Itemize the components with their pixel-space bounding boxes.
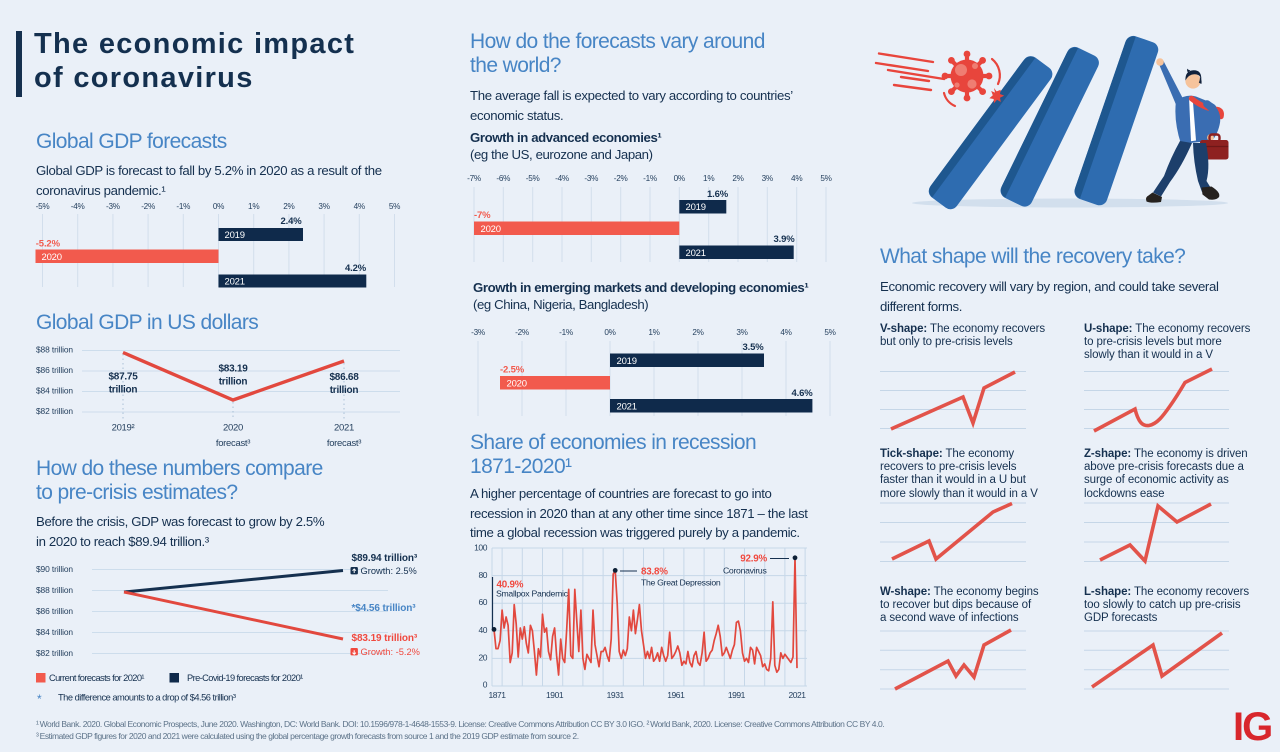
svg-text:4%: 4% xyxy=(354,202,365,211)
svg-text:1961: 1961 xyxy=(667,690,685,700)
svg-text:$84 trillion: $84 trillion xyxy=(36,627,73,637)
svg-text:-4%: -4% xyxy=(555,174,569,183)
svg-text:$82 trillion: $82 trillion xyxy=(36,648,73,658)
svg-text:-7%: -7% xyxy=(474,210,491,221)
svg-text:-5%: -5% xyxy=(526,174,540,183)
svg-text:2021: 2021 xyxy=(686,248,706,259)
svg-text:-4%: -4% xyxy=(71,202,85,211)
svg-text:-6%: -6% xyxy=(496,174,510,183)
svg-text:2021: 2021 xyxy=(334,423,354,434)
svg-text:forecast³: forecast³ xyxy=(216,438,250,449)
svg-text:100: 100 xyxy=(474,543,488,553)
svg-text:2021: 2021 xyxy=(617,401,637,412)
svg-text:4%: 4% xyxy=(791,174,802,183)
svg-text:-2%: -2% xyxy=(141,202,155,211)
svg-text:3%: 3% xyxy=(736,328,747,337)
svg-text:Growth: 2.5%: Growth: 2.5% xyxy=(361,566,417,576)
svg-text:1%: 1% xyxy=(248,202,259,211)
svg-text:Growth: -5.2%: Growth: -5.2% xyxy=(361,647,420,657)
svg-text:83.8%: 83.8% xyxy=(641,567,668,578)
svg-text:-2%: -2% xyxy=(515,328,529,337)
svg-text:forecast³: forecast³ xyxy=(327,438,361,449)
svg-text:0%: 0% xyxy=(604,328,615,337)
svg-text:Pre-Covid-19 forecasts for 202: Pre-Covid-19 forecasts for 2020¹ xyxy=(187,673,303,683)
svg-text:trillion: trillion xyxy=(109,385,138,396)
svg-text:-2%: -2% xyxy=(614,174,628,183)
svg-text:40.9%: 40.9% xyxy=(497,580,524,591)
svg-text:Current forecasts for 2020¹: Current forecasts for 2020¹ xyxy=(49,673,144,683)
svg-text:40: 40 xyxy=(478,625,487,635)
svg-text:-3%: -3% xyxy=(471,328,485,337)
svg-text:-5.2%: -5.2% xyxy=(36,238,61,249)
svg-text:-5%: -5% xyxy=(36,202,50,211)
svg-text:-7%: -7% xyxy=(467,174,481,183)
svg-text:3.9%: 3.9% xyxy=(773,234,795,245)
svg-text:1871: 1871 xyxy=(488,690,506,700)
svg-text:$83.19: $83.19 xyxy=(218,364,248,375)
svg-text:1%: 1% xyxy=(703,174,714,183)
svg-text:2021: 2021 xyxy=(788,690,806,700)
svg-text:1931: 1931 xyxy=(607,690,625,700)
svg-text:2%: 2% xyxy=(283,202,294,211)
svg-text:Coronavirus: Coronavirus xyxy=(723,566,767,576)
svg-text:$89.94 trillion³: $89.94 trillion³ xyxy=(352,553,418,564)
svg-text:2019: 2019 xyxy=(225,230,245,241)
svg-text:80: 80 xyxy=(478,570,487,580)
svg-text:1901: 1901 xyxy=(546,690,564,700)
svg-text:$86.68: $86.68 xyxy=(329,372,359,383)
svg-text:3%: 3% xyxy=(318,202,329,211)
svg-text:$87.75: $87.75 xyxy=(108,372,138,383)
svg-text:2019: 2019 xyxy=(617,356,637,367)
svg-text:$84 trillion: $84 trillion xyxy=(36,386,73,396)
svg-text:$83.19 trillion³: $83.19 trillion³ xyxy=(352,633,418,644)
svg-text:3.5%: 3.5% xyxy=(742,342,764,353)
svg-text:2019: 2019 xyxy=(686,202,706,213)
svg-text:2020: 2020 xyxy=(481,224,501,235)
svg-text:2020: 2020 xyxy=(507,378,527,389)
svg-text:2019²: 2019² xyxy=(112,423,135,434)
svg-text:3%: 3% xyxy=(762,174,773,183)
svg-text:2020: 2020 xyxy=(223,423,243,434)
svg-text:2%: 2% xyxy=(692,328,703,337)
svg-text:0%: 0% xyxy=(674,174,685,183)
svg-text:0%: 0% xyxy=(213,202,224,211)
svg-text:$86 trillion: $86 trillion xyxy=(36,365,73,375)
svg-text:$86 trillion: $86 trillion xyxy=(36,606,73,616)
svg-text:5%: 5% xyxy=(820,174,831,183)
svg-text:*$4.56 trillion³: *$4.56 trillion³ xyxy=(352,603,417,614)
svg-text:-1%: -1% xyxy=(176,202,190,211)
svg-text:-1%: -1% xyxy=(643,174,657,183)
svg-text:Smallpox Pandemic: Smallpox Pandemic xyxy=(496,589,569,599)
svg-text:trillion: trillion xyxy=(219,377,248,388)
svg-text:2021: 2021 xyxy=(225,276,245,287)
svg-text:$90 trillion: $90 trillion xyxy=(36,564,73,574)
svg-text:$88 trillion: $88 trillion xyxy=(36,345,73,355)
svg-text:60: 60 xyxy=(478,597,487,607)
svg-text:4.6%: 4.6% xyxy=(791,388,813,399)
svg-text:2.4%: 2.4% xyxy=(280,216,302,227)
svg-text:5%: 5% xyxy=(824,328,835,337)
svg-text:1991: 1991 xyxy=(728,690,746,700)
svg-text:2%: 2% xyxy=(732,174,743,183)
svg-text:trillion: trillion xyxy=(330,385,359,396)
svg-text:4%: 4% xyxy=(780,328,791,337)
svg-text:-3%: -3% xyxy=(106,202,120,211)
svg-text:The difference amounts to a dr: The difference amounts to a drop of $4.5… xyxy=(58,693,236,703)
svg-text:2020: 2020 xyxy=(42,252,62,263)
svg-text:1.6%: 1.6% xyxy=(707,189,729,200)
svg-text:$88 trillion: $88 trillion xyxy=(36,585,73,595)
svg-text:$82 trillion: $82 trillion xyxy=(36,406,73,416)
svg-text:The Great Depression: The Great Depression xyxy=(641,578,721,588)
svg-text:92.9%: 92.9% xyxy=(740,554,767,565)
svg-text:*: * xyxy=(37,692,42,706)
svg-text:5%: 5% xyxy=(389,202,400,211)
svg-text:4.2%: 4.2% xyxy=(345,263,367,274)
svg-text:20: 20 xyxy=(478,653,487,663)
svg-text:0: 0 xyxy=(483,680,488,690)
svg-text:-2.5%: -2.5% xyxy=(500,365,525,376)
svg-text:1%: 1% xyxy=(648,328,659,337)
svg-text:-3%: -3% xyxy=(584,174,598,183)
svg-text:-1%: -1% xyxy=(559,328,573,337)
